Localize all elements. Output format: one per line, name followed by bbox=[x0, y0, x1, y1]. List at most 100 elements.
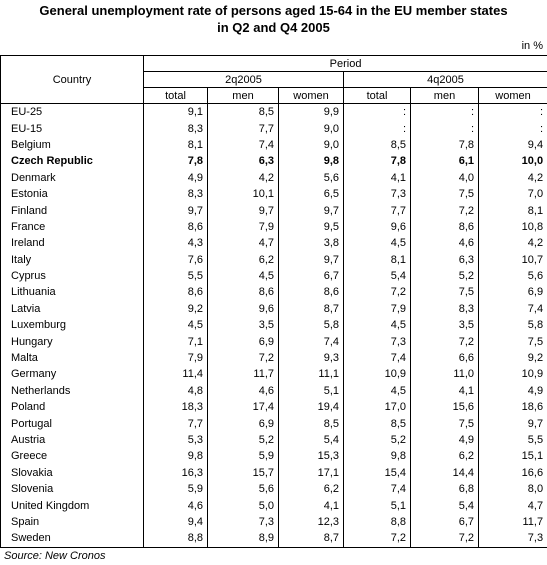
rate-cell: 9,7 bbox=[207, 202, 279, 219]
rate-cell: 7,1 bbox=[143, 333, 208, 350]
rate-cell: 9,4 bbox=[477, 136, 547, 154]
rate-cell: 8,1 bbox=[143, 136, 208, 154]
rate-cell: 5,9 bbox=[143, 480, 208, 498]
rate-cell: 8,5 bbox=[343, 136, 411, 154]
rate-cell: 7,8 bbox=[343, 153, 411, 170]
rate-cell: 7,2 bbox=[410, 333, 479, 350]
country-name: Germany bbox=[0, 366, 144, 383]
rate-cell: 6,1 bbox=[410, 153, 479, 170]
rate-cell: 4,0 bbox=[410, 169, 479, 186]
rate-cell: 8,6 bbox=[207, 284, 279, 301]
subcolumn-header: men bbox=[207, 87, 279, 104]
rate-cell: 18,6 bbox=[477, 399, 547, 416]
rate-cell: 7,9 bbox=[143, 349, 208, 367]
table-row: Estonia 8,3 10,1 6,5 7,3 7,5 7,0 bbox=[0, 185, 547, 203]
rate-cell: 5,6 bbox=[477, 267, 547, 285]
rate-cell: 11,4 bbox=[143, 366, 208, 383]
rate-cell: 5,2 bbox=[343, 431, 411, 449]
rate-cell: 15,3 bbox=[278, 448, 344, 465]
rate-cell: 7,5 bbox=[410, 284, 479, 301]
country-name: Belgium bbox=[0, 136, 144, 154]
rate-cell: 8,6 bbox=[143, 218, 208, 236]
rate-cell: 11,7 bbox=[477, 513, 547, 531]
rate-cell: 5,8 bbox=[278, 317, 344, 334]
rate-cell: 9,0 bbox=[278, 120, 344, 137]
country-name: Luxemburg bbox=[0, 317, 144, 334]
rate-cell: : bbox=[477, 120, 547, 137]
table-row: Italy 7,6 6,2 9,7 8,1 6,3 10,7 bbox=[0, 251, 547, 268]
rate-cell: 6,9 bbox=[207, 415, 279, 432]
rate-cell: 15,7 bbox=[207, 464, 279, 481]
rate-cell: : bbox=[343, 120, 411, 137]
rate-cell: 9,8 bbox=[343, 448, 411, 465]
rate-cell: 9,7 bbox=[278, 251, 344, 268]
rate-cell: 4,6 bbox=[143, 497, 208, 514]
rate-cell: 7,8 bbox=[410, 136, 479, 154]
rate-cell: 8,6 bbox=[143, 284, 208, 301]
rate-cell: 6,3 bbox=[207, 153, 279, 170]
rate-cell: 4,5 bbox=[143, 317, 208, 334]
rate-cell: 7,8 bbox=[143, 153, 208, 170]
country-name: Finland bbox=[0, 202, 144, 219]
rate-cell: 9,7 bbox=[477, 415, 547, 432]
rate-cell: 4,6 bbox=[207, 382, 279, 400]
rate-cell: 7,5 bbox=[410, 185, 479, 203]
country-name: EU-25 bbox=[0, 103, 144, 121]
rate-cell: 4,3 bbox=[143, 235, 208, 252]
rate-cell: 3,8 bbox=[278, 235, 344, 252]
country-name: Estonia bbox=[0, 185, 144, 203]
table-row: Greece 9,8 5,9 15,3 9,8 6,2 15,1 bbox=[0, 448, 547, 465]
rate-cell: 17,4 bbox=[207, 399, 279, 416]
rate-cell: 17,0 bbox=[343, 399, 411, 416]
rate-cell: 5,0 bbox=[207, 497, 279, 514]
country-name: Slovenia bbox=[0, 480, 144, 498]
rate-cell: 9,3 bbox=[278, 349, 344, 367]
rate-cell: 4,2 bbox=[477, 235, 547, 252]
rate-cell: 8,3 bbox=[410, 300, 479, 318]
rate-cell: 7,9 bbox=[207, 218, 279, 236]
rate-cell: 9,4 bbox=[143, 513, 208, 531]
rate-cell: 9,8 bbox=[143, 448, 208, 465]
table-row: Latvia 9,2 9,6 8,7 7,9 8,3 7,4 bbox=[0, 300, 547, 318]
rate-cell: 7,2 bbox=[410, 202, 479, 219]
table-row: Lithuania 8,6 8,6 8,6 7,2 7,5 6,9 bbox=[0, 284, 547, 301]
rate-cell: 9,7 bbox=[143, 202, 208, 219]
rate-cell: 7,2 bbox=[410, 530, 479, 548]
rate-cell: 7,4 bbox=[207, 136, 279, 154]
rate-cell: 14,4 bbox=[410, 464, 479, 481]
rate-cell: 15,4 bbox=[343, 464, 411, 481]
period-header: Period bbox=[142, 55, 547, 72]
rate-cell: 5,4 bbox=[343, 267, 411, 285]
table-row: Finland 9,7 9,7 9,7 7,7 7,2 8,1 bbox=[0, 202, 547, 219]
rate-cell: 9,6 bbox=[207, 300, 279, 318]
rate-cell: 8,5 bbox=[207, 103, 279, 121]
rate-cell: 8,5 bbox=[278, 415, 344, 432]
rate-cell: 8,1 bbox=[477, 202, 547, 219]
rate-cell: 5,2 bbox=[207, 431, 279, 449]
rate-cell: 8,9 bbox=[207, 530, 279, 548]
rate-cell: 7,7 bbox=[343, 202, 411, 219]
rate-cell: 4,5 bbox=[343, 235, 411, 252]
table-row: Slovenia 5,9 5,6 6,2 7,4 6,8 8,0 bbox=[0, 480, 547, 498]
table-row: Denmark 4,9 4,2 5,6 4,1 4,0 4,2 bbox=[0, 169, 547, 186]
rate-cell: 7,0 bbox=[477, 185, 547, 203]
table-row: Portugal 7,7 6,9 8,5 8,5 7,5 9,7 bbox=[0, 415, 547, 432]
rate-cell: 10,1 bbox=[207, 185, 279, 203]
rate-cell: 4,6 bbox=[410, 235, 479, 252]
rate-cell: 17,1 bbox=[278, 464, 344, 481]
rate-cell: 10,7 bbox=[477, 251, 547, 268]
table-row: Hungary 7,1 6,9 7,4 7,3 7,2 7,5 bbox=[0, 333, 547, 350]
rate-cell: 4,1 bbox=[410, 382, 479, 400]
rate-cell: 4,2 bbox=[207, 169, 279, 186]
rate-cell: 11,0 bbox=[410, 366, 479, 383]
source: Source: New Cronos bbox=[4, 550, 106, 562]
country-name: Portugal bbox=[0, 415, 144, 432]
rate-cell: 6,2 bbox=[207, 251, 279, 268]
rate-cell: 4,9 bbox=[143, 169, 208, 186]
rate-cell: 7,7 bbox=[207, 120, 279, 137]
rate-cell: 9,7 bbox=[278, 202, 344, 219]
rate-cell: 10,9 bbox=[477, 366, 547, 383]
country-name: Poland bbox=[0, 399, 144, 416]
table-row: EU-15 8,3 7,7 9,0::: bbox=[0, 120, 547, 137]
rate-cell: 9,2 bbox=[477, 349, 547, 367]
